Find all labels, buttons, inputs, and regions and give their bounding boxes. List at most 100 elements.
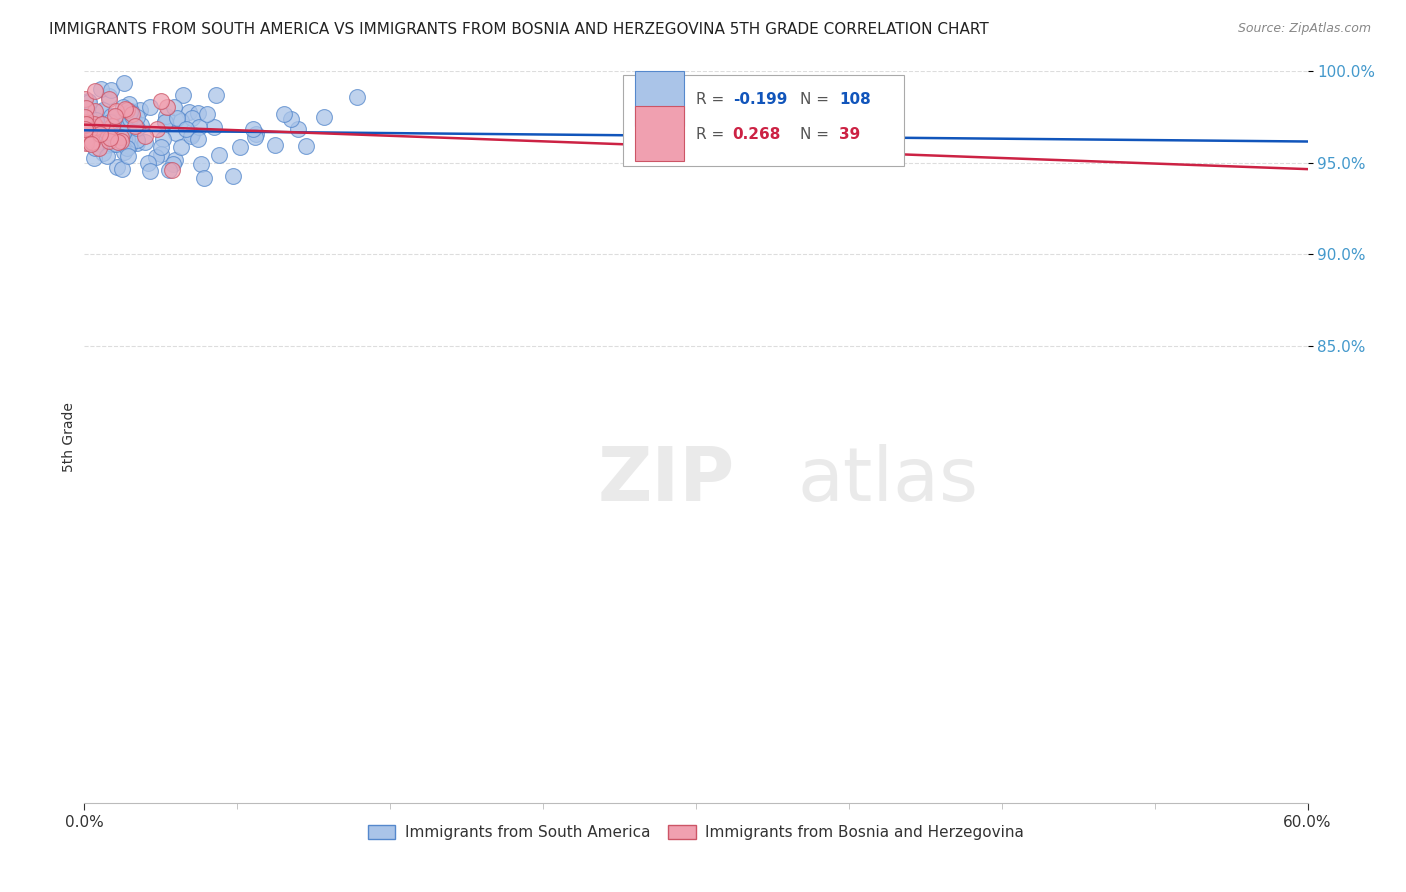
Point <box>149 146 172 161</box>
Point <box>166 111 188 125</box>
Text: R =: R = <box>696 92 730 107</box>
Point <box>80 132 103 146</box>
Point <box>83 128 105 142</box>
Point <box>97 134 120 148</box>
Point <box>118 139 141 153</box>
Point <box>117 149 139 163</box>
Point <box>100 83 122 97</box>
Point <box>75 136 97 150</box>
Text: R =: R = <box>696 127 730 142</box>
Point <box>115 141 138 155</box>
Point <box>145 150 167 164</box>
Point <box>104 115 127 129</box>
Point <box>264 138 287 153</box>
Point <box>75 118 97 132</box>
Point <box>117 130 139 145</box>
Point <box>170 114 193 128</box>
Point <box>84 84 107 98</box>
Point <box>75 115 97 129</box>
Point <box>80 124 103 138</box>
Point <box>204 87 226 102</box>
Point <box>77 95 100 109</box>
Point <box>127 136 149 150</box>
Text: Source: ZipAtlas.com: Source: ZipAtlas.com <box>1237 22 1371 36</box>
Point <box>155 115 177 129</box>
Point <box>295 138 318 153</box>
Point <box>83 141 105 155</box>
Text: -0.199: -0.199 <box>733 92 787 107</box>
Point <box>86 120 108 135</box>
Point <box>120 105 142 120</box>
Text: 39: 39 <box>839 127 860 142</box>
Point <box>193 170 215 185</box>
Point <box>112 76 135 90</box>
Text: ZIP: ZIP <box>598 444 735 517</box>
Point <box>181 128 204 142</box>
Point <box>138 156 160 170</box>
Point <box>79 118 101 132</box>
Point <box>107 121 129 136</box>
Point <box>162 163 184 178</box>
Point <box>152 132 174 146</box>
Bar <box>636 71 683 126</box>
Point <box>129 118 152 132</box>
Point <box>124 119 146 133</box>
Text: 108: 108 <box>839 92 870 107</box>
Point <box>105 110 128 124</box>
Point <box>96 149 118 163</box>
Point <box>172 87 194 102</box>
Point <box>202 120 225 134</box>
Y-axis label: 5th Grade: 5th Grade <box>62 402 76 472</box>
Point <box>89 141 111 155</box>
Point <box>111 100 134 114</box>
Point <box>84 112 107 127</box>
Point <box>127 110 149 124</box>
Legend: Immigrants from South America, Immigrants from Bosnia and Herzegovina: Immigrants from South America, Immigrant… <box>361 819 1031 847</box>
Point <box>103 137 125 152</box>
Point <box>110 130 132 145</box>
Point <box>104 110 127 124</box>
Point <box>101 120 124 134</box>
Point <box>188 120 211 134</box>
Point <box>127 133 149 147</box>
Point <box>208 148 231 162</box>
Point <box>75 136 97 150</box>
Point <box>127 121 149 136</box>
Point <box>346 89 368 103</box>
Point <box>180 112 202 126</box>
Point <box>118 112 141 127</box>
Bar <box>636 106 683 161</box>
Point <box>111 162 134 177</box>
Point <box>105 160 128 174</box>
Point <box>190 157 212 171</box>
Point <box>245 127 267 141</box>
Text: 0.268: 0.268 <box>733 127 782 142</box>
Point <box>114 135 136 149</box>
Point <box>153 115 176 129</box>
Point <box>107 135 129 149</box>
Point <box>75 101 97 115</box>
Point <box>287 121 309 136</box>
Text: atlas: atlas <box>797 444 979 517</box>
Point <box>176 122 198 136</box>
Point <box>101 137 124 152</box>
Point <box>117 132 139 146</box>
Text: N =: N = <box>800 92 834 107</box>
Point <box>162 157 184 171</box>
Point <box>84 120 107 135</box>
Point <box>75 122 97 136</box>
Point <box>100 130 122 145</box>
Point <box>89 127 111 141</box>
Point <box>245 130 267 145</box>
Point <box>134 136 156 150</box>
Point <box>79 121 101 136</box>
Point <box>112 145 135 159</box>
Point <box>163 153 186 168</box>
Point <box>112 132 135 146</box>
Point <box>128 103 150 117</box>
Point <box>90 82 112 96</box>
Text: N =: N = <box>800 127 834 142</box>
Point <box>82 124 104 138</box>
Point <box>98 115 121 129</box>
Point <box>96 125 118 139</box>
